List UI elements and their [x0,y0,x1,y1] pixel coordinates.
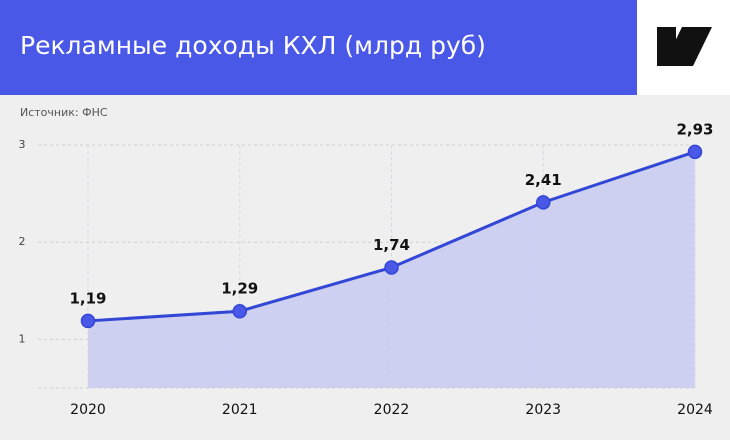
point [536,195,551,210]
y-tick-label: 3 [19,138,26,151]
source-note: Источник: ФНС [20,106,108,119]
x-tick-label: 2020 [70,402,106,418]
logo [657,27,712,66]
data-label: 2,41 [525,171,562,189]
data-label: 1,74 [373,236,410,254]
data-label: 1,19 [69,289,106,307]
y-tick-label: 2 [19,235,26,248]
x-tick-label: 2023 [525,402,561,418]
data-label: 2,93 [676,120,713,138]
x-tick-label: 2024 [677,402,713,418]
x-tick-label: 2021 [222,402,258,418]
chart-title: Рекламные доходы КХЛ (млрд руб) [20,31,486,60]
y-tick-label: 1 [19,332,26,345]
point [80,313,96,329]
header-band [0,0,637,95]
point [384,260,399,275]
point [232,303,247,319]
data-label: 1,29 [221,280,258,298]
x-tick-label: 2022 [374,402,410,418]
point [687,144,703,160]
